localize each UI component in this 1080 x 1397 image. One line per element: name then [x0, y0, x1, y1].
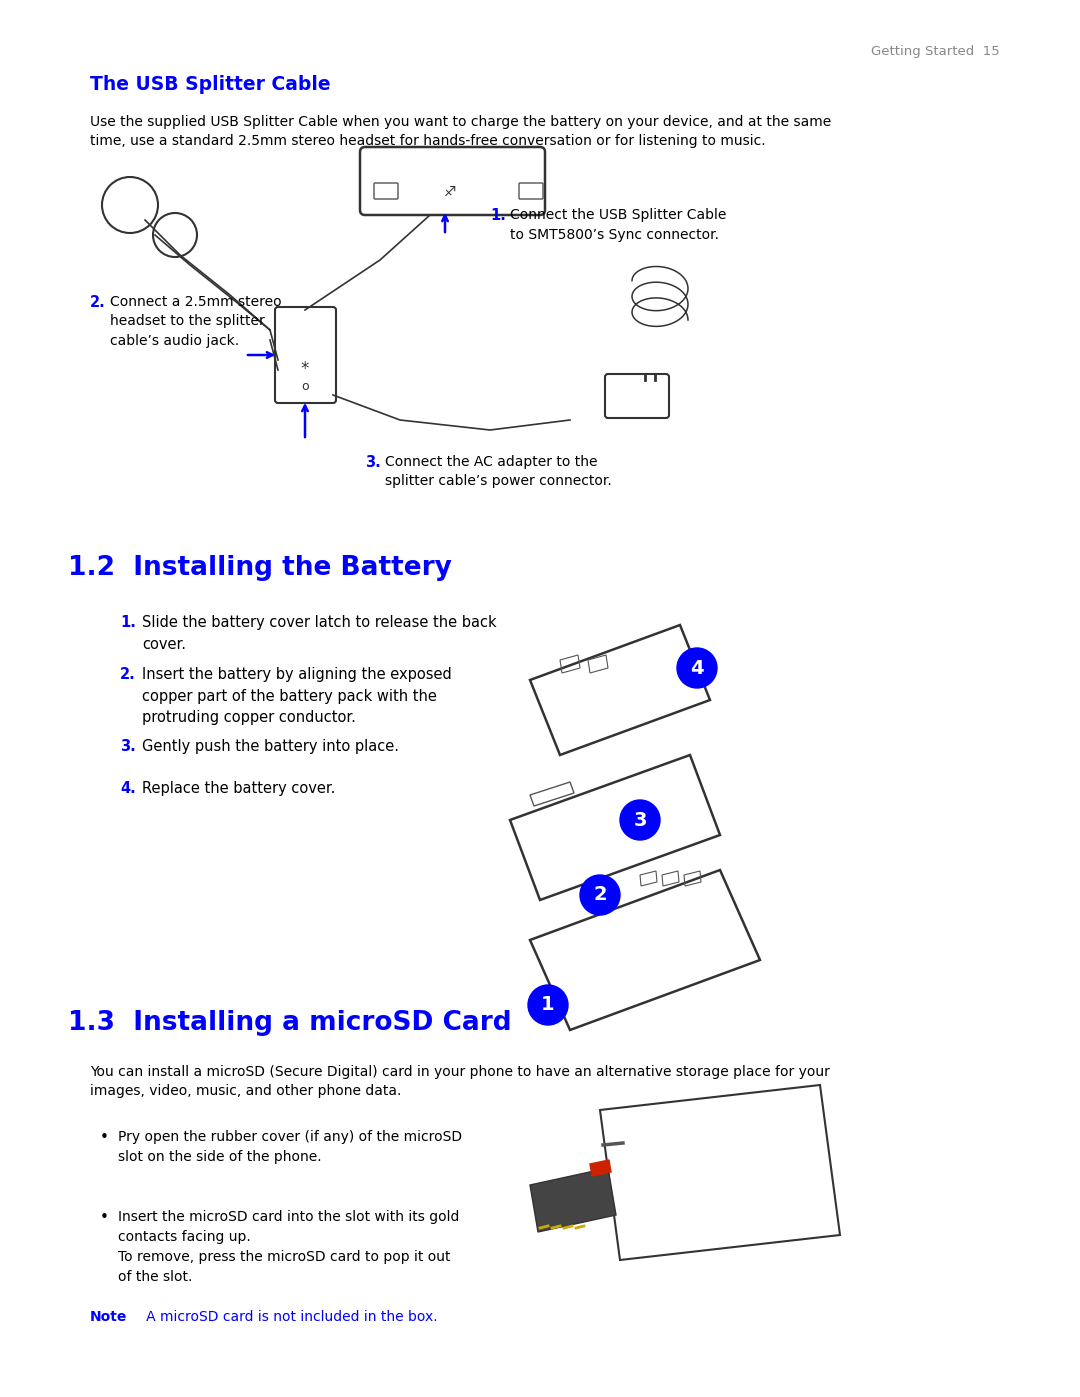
- Text: 2.: 2.: [120, 666, 136, 682]
- Polygon shape: [530, 1168, 616, 1232]
- Text: Connect a 2.5mm stereo
headset to the splitter
cable’s audio jack.: Connect a 2.5mm stereo headset to the sp…: [110, 295, 282, 348]
- Text: You can install a microSD (Secure Digital) card in your phone to have an alterna: You can install a microSD (Secure Digita…: [90, 1065, 829, 1098]
- Text: o: o: [301, 380, 309, 393]
- Text: 1.2  Installing the Battery: 1.2 Installing the Battery: [68, 555, 451, 581]
- Text: 1.: 1.: [490, 208, 505, 224]
- Text: 1.: 1.: [120, 615, 136, 630]
- Circle shape: [620, 800, 660, 840]
- FancyBboxPatch shape: [360, 147, 545, 215]
- FancyBboxPatch shape: [519, 183, 543, 198]
- Text: •: •: [100, 1130, 109, 1146]
- Text: The USB Splitter Cable: The USB Splitter Cable: [90, 75, 330, 94]
- Text: Gently push the battery into place.: Gently push the battery into place.: [141, 739, 399, 754]
- Text: Insert the battery by aligning the exposed
copper part of the battery pack with : Insert the battery by aligning the expos…: [141, 666, 451, 725]
- Text: Insert the microSD card into the slot with its gold
contacts facing up.
To remov: Insert the microSD card into the slot wi…: [118, 1210, 459, 1284]
- Text: 3: 3: [633, 810, 647, 830]
- Text: Getting Started  15: Getting Started 15: [872, 45, 1000, 59]
- FancyBboxPatch shape: [275, 307, 336, 402]
- Circle shape: [677, 648, 717, 687]
- Text: 1.3  Installing a microSD Card: 1.3 Installing a microSD Card: [68, 1010, 512, 1037]
- Text: Connect the USB Splitter Cable
to SMT5800’s Sync connector.: Connect the USB Splitter Cable to SMT580…: [510, 208, 727, 242]
- Text: 3.: 3.: [120, 739, 136, 754]
- Text: 4: 4: [690, 658, 704, 678]
- Text: Slide the battery cover latch to release the back
cover.: Slide the battery cover latch to release…: [141, 615, 497, 651]
- Text: 3.: 3.: [365, 455, 381, 469]
- Text: 2: 2: [593, 886, 607, 904]
- Text: Pry open the rubber cover (if any) of the microSD
slot on the side of the phone.: Pry open the rubber cover (if any) of th…: [118, 1130, 462, 1164]
- Text: 1: 1: [541, 996, 555, 1014]
- FancyBboxPatch shape: [374, 183, 399, 198]
- Text: A microSD card is not included in the box.: A microSD card is not included in the bo…: [133, 1310, 437, 1324]
- Text: *: *: [301, 360, 309, 379]
- Text: Note: Note: [90, 1310, 127, 1324]
- FancyBboxPatch shape: [605, 374, 669, 418]
- Text: 2.: 2.: [90, 295, 106, 310]
- Text: ♐: ♐: [444, 184, 456, 198]
- Text: •: •: [100, 1210, 109, 1225]
- Circle shape: [528, 985, 568, 1025]
- Polygon shape: [590, 1160, 611, 1176]
- Text: 4.: 4.: [120, 781, 136, 796]
- Text: Replace the battery cover.: Replace the battery cover.: [141, 781, 336, 796]
- Circle shape: [580, 875, 620, 915]
- Text: Use the supplied USB Splitter Cable when you want to charge the battery on your : Use the supplied USB Splitter Cable when…: [90, 115, 832, 148]
- Text: Connect the AC adapter to the
splitter cable’s power connector.: Connect the AC adapter to the splitter c…: [384, 455, 611, 489]
